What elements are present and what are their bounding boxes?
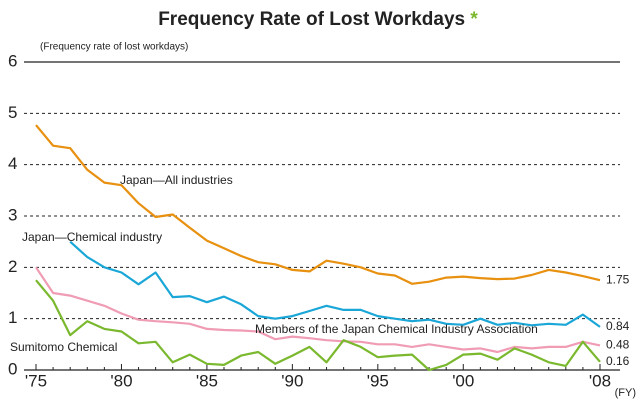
series-line <box>69 240 601 328</box>
x-tick-label: '80 <box>110 371 132 390</box>
x-tick-label: '75 <box>25 371 47 390</box>
y-tick-label: 5 <box>8 103 17 122</box>
series-label: Japan—All industries <box>120 173 233 187</box>
y-tick-label: 4 <box>8 154 17 173</box>
x-tick-label: '95 <box>367 371 389 390</box>
x-tick-label: '85 <box>196 371 218 390</box>
series-label: Japan—Chemical industry <box>22 230 162 244</box>
series-line <box>35 279 601 372</box>
series-line <box>35 124 601 285</box>
end-value-label: 1.75 <box>606 272 630 286</box>
series-label: Sumitomo Chemical <box>10 340 117 354</box>
y-tick-label: 0 <box>8 359 17 378</box>
x-tick-label: '08 <box>589 371 611 390</box>
x-tick-label: '90 <box>281 371 303 390</box>
y-tick-label: 1 <box>8 308 17 327</box>
y-tick-label: 2 <box>8 257 17 276</box>
x-tick-label: '00 <box>452 371 474 390</box>
end-value-label: 0.48 <box>606 338 630 352</box>
series-line <box>35 266 601 354</box>
title-mark: * <box>470 9 478 30</box>
x-axis-label: (FY) <box>615 387 636 399</box>
y-axis-label: (Frequency rate of lost workdays) <box>40 42 188 53</box>
end-value-label: 0.16 <box>606 354 630 368</box>
series-label: Members of the Japan Chemical Industry A… <box>255 322 538 336</box>
y-tick-label: 6 <box>8 51 17 70</box>
chart-title: Frequency Rate of Lost Workdays * <box>158 9 478 30</box>
end-value-label: 0.84 <box>606 319 630 333</box>
y-tick-label: 3 <box>8 205 17 224</box>
